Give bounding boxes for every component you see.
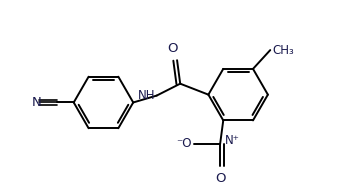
Text: O: O bbox=[167, 42, 178, 55]
Text: N⁺: N⁺ bbox=[225, 134, 240, 147]
Text: CH₃: CH₃ bbox=[273, 44, 294, 57]
Text: NH: NH bbox=[138, 89, 155, 102]
Text: N: N bbox=[31, 96, 41, 109]
Text: ⁻O: ⁻O bbox=[176, 137, 191, 150]
Text: O: O bbox=[215, 172, 225, 185]
